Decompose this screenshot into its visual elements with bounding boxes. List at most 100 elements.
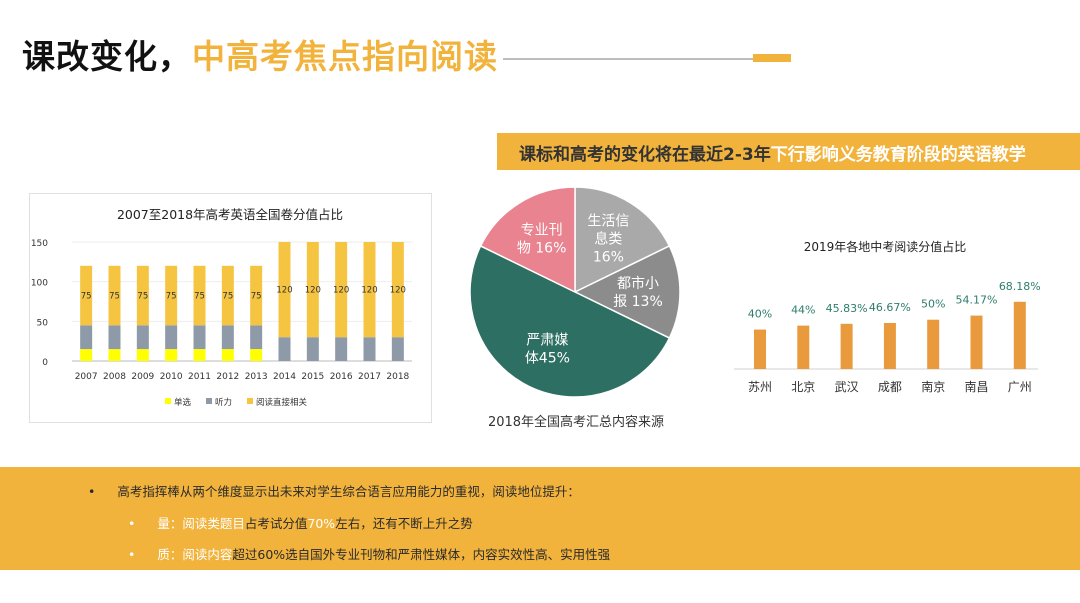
bar — [1013, 301, 1026, 369]
bar-segment — [250, 325, 263, 350]
bar-data-label: 120 — [361, 286, 377, 296]
summary-bullet-1-text: 高考指挥棒从两个维度显示出未来对学生综合语言应用能力的重视，阅读地位提升： — [117, 484, 580, 499]
bar-segment — [165, 265, 178, 326]
stacked-bar-chart-panel: 2007至2018年高考英语全国卷分值占比 0 50 100 150 75 2007 75 20… — [29, 193, 432, 423]
bar-segment — [80, 325, 93, 350]
bar — [883, 322, 896, 369]
page-title-part1: 课改变化， — [22, 37, 192, 76]
bullet-3-text-a: 质：阅读内容 — [157, 547, 233, 562]
summary-panel: • 高考指挥棒从两个维度显示出未来对学生综合语言应用能力的重视，阅读地位提升： •… — [0, 467, 1080, 570]
bar-data-label: 54.17% — [956, 294, 998, 307]
bar-data-label: 120 — [390, 286, 406, 296]
x-tick-label: 2014 — [273, 372, 296, 382]
bullet-2-text-c: 70% — [307, 516, 336, 531]
x-tick-label: 2007 — [75, 372, 98, 382]
banner-text-part2: 下行影响义务教育阶段的英语教学 — [770, 145, 1026, 165]
legend-label: 阅读直接相关 — [256, 397, 308, 408]
bar-segment — [335, 242, 348, 338]
bar-data-label: 75 — [166, 292, 177, 302]
bar-segment — [80, 349, 93, 361]
bar-segment — [108, 325, 121, 350]
bar — [754, 329, 766, 369]
bar-segment — [250, 265, 263, 326]
page-title-part2: 中高考焦点指向阅读 — [192, 37, 498, 76]
legend-swatch — [206, 398, 212, 404]
bar — [797, 325, 810, 369]
bar — [970, 315, 983, 369]
y-tick-label: 50 — [37, 318, 49, 328]
x-tick-label: 2018 — [386, 372, 409, 382]
summary-bullet-3: • 质：阅读内容超过60%选自国外专业刊物和严肃性媒体，内容实效性高、实用性强 — [128, 544, 610, 563]
bar-data-label: 40% — [748, 308, 772, 321]
bar-segment — [391, 242, 404, 338]
pie-slice — [573, 244, 681, 340]
legend-label: 单选 — [174, 397, 192, 408]
y-tick-label: 0 — [42, 358, 48, 368]
x-tick-label: 2017 — [358, 372, 381, 382]
legend-swatch — [247, 398, 253, 404]
bar-segment — [221, 349, 234, 361]
bar-data-label: 75 — [81, 292, 92, 302]
bullet-3-text-b: 超过60%选自国外专业刊物和严肃性媒体，内容实效性高、实用性强 — [232, 547, 611, 562]
bar-segment — [391, 337, 404, 361]
bar-segment — [108, 349, 121, 361]
summary-bullet-2: • 量：阅读类题目占考试分值70%左右，还有不断上升之势 — [128, 513, 473, 532]
x-tick-label: 南昌 — [964, 379, 988, 394]
bar-segment — [221, 325, 234, 350]
legend-label: 听力 — [215, 397, 232, 408]
pie-slice-label: 生活信息类 16% — [587, 214, 629, 266]
bar — [840, 323, 853, 369]
x-tick-label: 2013 — [245, 372, 268, 382]
bar-segment — [306, 337, 319, 361]
bar-data-label: 75 — [222, 292, 233, 302]
bar-data-label: 45.83% — [826, 302, 868, 315]
y-tick-label: 100 — [31, 279, 48, 289]
pie-slice-label: 专业刊物 16% — [517, 223, 567, 257]
pie-slice — [469, 244, 671, 398]
bar-segment — [165, 349, 178, 361]
bar-segment — [108, 265, 121, 326]
bar-data-label: 44% — [791, 304, 815, 317]
bar-segment — [363, 242, 376, 338]
headline-banner: 课标和高考的变化将在最近2-3年下行影响义务教育阶段的英语教学 — [497, 133, 1080, 170]
x-tick-label: 苏州 — [748, 380, 772, 394]
x-tick-label: 武汉 — [835, 380, 859, 394]
bar-segment — [136, 349, 149, 361]
x-tick-label: 成都 — [878, 380, 902, 394]
bullet-marker: • — [88, 484, 96, 499]
bar-data-label: 120 — [333, 286, 349, 296]
bullet-marker: • — [128, 516, 136, 531]
bar-segment — [278, 337, 291, 361]
x-tick-label: 广州 — [1008, 380, 1032, 394]
bar-segment — [80, 265, 93, 326]
x-tick-label: 2016 — [330, 372, 353, 382]
bar-data-label: 75 — [137, 292, 148, 302]
pie-slice — [574, 186, 671, 294]
bar-data-label: 75 — [251, 292, 262, 302]
bar-segment — [363, 337, 376, 361]
title-divider-line — [503, 58, 753, 60]
bar-segment — [278, 242, 291, 338]
bar-segment — [335, 337, 348, 361]
title-accent-bar — [753, 54, 791, 62]
bar-segment — [306, 242, 319, 338]
bar-segment — [193, 265, 206, 326]
stacked-bar-chart: 2007至2018年高考英语全国卷分值占比 0 50 100 150 75 2007 75 20… — [31, 207, 412, 408]
pie-slice — [479, 186, 576, 294]
bar-segment — [136, 325, 149, 350]
bar-data-label: 68.18% — [999, 280, 1041, 293]
pie-slice-label: 严肃媒体45% — [525, 333, 570, 367]
x-tick-label: 2010 — [160, 372, 183, 382]
bar-data-label: 50% — [921, 298, 945, 311]
x-tick-label: 2009 — [131, 372, 154, 382]
bar-data-label: 120 — [276, 286, 292, 296]
bar-data-label: 75 — [194, 292, 205, 302]
bullet-2-text-b: 占考试分值 — [244, 516, 308, 531]
x-tick-label: 2012 — [216, 372, 239, 382]
summary-bullet-1: • 高考指挥棒从两个维度显示出未来对学生综合语言应用能力的重视，阅读地位提升： — [88, 481, 580, 500]
bar-segment — [193, 325, 206, 350]
bullet-marker: • — [128, 547, 136, 562]
bar-segment — [165, 325, 178, 350]
pie-slice-label: 都市小报 13% — [613, 275, 663, 310]
bar — [927, 319, 940, 369]
